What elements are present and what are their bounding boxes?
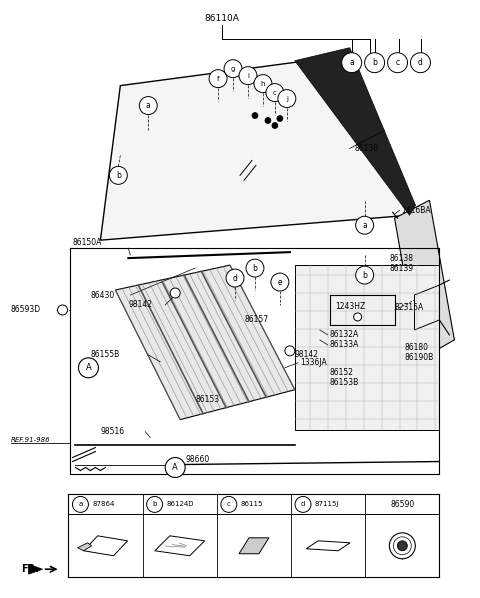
Circle shape	[365, 53, 384, 72]
Circle shape	[239, 66, 257, 85]
Circle shape	[226, 269, 244, 287]
Text: 1243HZ: 1243HZ	[335, 303, 365, 312]
Circle shape	[410, 53, 431, 72]
Circle shape	[397, 541, 408, 551]
Text: c: c	[227, 501, 231, 508]
Circle shape	[356, 266, 373, 284]
Text: A: A	[172, 463, 178, 472]
Text: 86132A: 86132A	[330, 331, 359, 340]
Circle shape	[277, 115, 283, 121]
Circle shape	[209, 69, 227, 88]
Polygon shape	[239, 538, 269, 554]
Text: 86139: 86139	[390, 264, 414, 273]
Text: FR.: FR.	[21, 565, 38, 574]
Circle shape	[356, 216, 373, 234]
Polygon shape	[295, 48, 416, 215]
Circle shape	[342, 53, 361, 72]
Text: REF.91-986: REF.91-986	[11, 437, 50, 443]
Text: j: j	[286, 96, 288, 102]
Polygon shape	[78, 543, 92, 551]
Text: 86150A: 86150A	[72, 237, 102, 246]
Circle shape	[389, 533, 415, 559]
Circle shape	[254, 75, 272, 93]
Text: e: e	[277, 277, 282, 286]
Text: 86153B: 86153B	[330, 379, 359, 388]
Text: i: i	[247, 72, 249, 79]
Text: 86133A: 86133A	[330, 340, 359, 349]
Text: 86138: 86138	[390, 254, 414, 263]
Text: 86590: 86590	[390, 500, 414, 509]
Polygon shape	[29, 565, 43, 574]
Circle shape	[295, 496, 311, 512]
Circle shape	[147, 496, 163, 512]
Text: d: d	[418, 58, 423, 67]
Text: 86124D: 86124D	[167, 501, 194, 508]
Text: b: b	[153, 501, 157, 508]
Circle shape	[78, 358, 98, 378]
Circle shape	[252, 112, 258, 118]
Text: 1336JA: 1336JA	[300, 358, 326, 367]
Circle shape	[265, 118, 271, 124]
Circle shape	[109, 166, 127, 184]
Text: 86180: 86180	[405, 343, 429, 352]
Text: 87864: 87864	[93, 501, 115, 508]
Polygon shape	[115, 265, 295, 420]
Polygon shape	[100, 56, 409, 240]
Circle shape	[139, 97, 157, 115]
Text: b: b	[116, 171, 121, 180]
Circle shape	[387, 53, 408, 72]
Circle shape	[165, 457, 185, 477]
Text: 87115J: 87115J	[315, 501, 339, 508]
Text: 86110A: 86110A	[204, 14, 240, 23]
Circle shape	[221, 496, 237, 512]
Text: 86430: 86430	[90, 291, 115, 300]
Text: A: A	[85, 364, 91, 373]
Text: d: d	[301, 501, 305, 508]
Text: 86157: 86157	[245, 315, 269, 325]
Text: 82315A: 82315A	[395, 303, 424, 313]
Text: 98142: 98142	[295, 350, 319, 359]
Text: 98660: 98660	[185, 455, 209, 464]
Circle shape	[285, 346, 295, 356]
Text: b: b	[362, 270, 367, 280]
Text: d: d	[233, 273, 238, 283]
Text: 86130: 86130	[355, 144, 379, 153]
Text: h: h	[261, 81, 265, 87]
Polygon shape	[295, 265, 439, 429]
Text: a: a	[146, 101, 151, 110]
Circle shape	[224, 60, 242, 78]
Text: 86115: 86115	[241, 501, 263, 508]
Text: 86190B: 86190B	[405, 353, 434, 362]
Text: 1416BA: 1416BA	[402, 206, 431, 215]
Text: g: g	[231, 66, 235, 72]
Text: 98142: 98142	[128, 300, 152, 310]
Text: a: a	[78, 501, 83, 508]
Circle shape	[58, 305, 68, 315]
Circle shape	[278, 90, 296, 108]
Text: 86153: 86153	[195, 395, 219, 404]
Text: b: b	[372, 58, 377, 67]
Circle shape	[266, 84, 284, 102]
Text: c: c	[273, 90, 277, 96]
Text: 86155B: 86155B	[90, 350, 120, 359]
Circle shape	[72, 496, 88, 512]
Circle shape	[271, 273, 289, 291]
Circle shape	[354, 313, 361, 321]
Text: c: c	[396, 58, 400, 67]
Text: b: b	[252, 264, 257, 273]
Circle shape	[170, 288, 180, 298]
Text: 86593D: 86593D	[11, 306, 41, 315]
Text: f: f	[217, 75, 219, 82]
Text: 86152: 86152	[330, 368, 354, 377]
Circle shape	[272, 123, 278, 129]
Text: 98516: 98516	[100, 427, 124, 436]
Text: a: a	[362, 221, 367, 230]
Text: a: a	[349, 58, 354, 67]
Polygon shape	[395, 200, 455, 360]
Circle shape	[246, 259, 264, 277]
